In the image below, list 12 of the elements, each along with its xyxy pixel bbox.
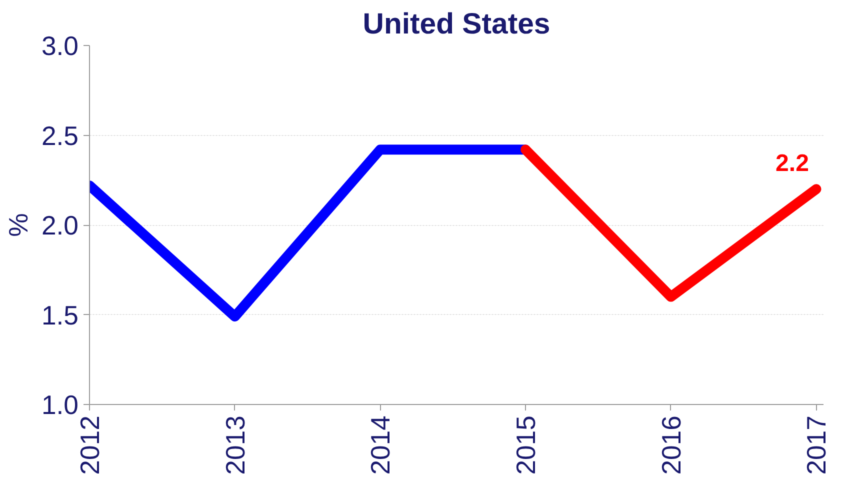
- x-tick-label: 2013: [220, 415, 250, 475]
- x-tick-label: 2014: [366, 415, 396, 475]
- y-tick-label: 3.0: [41, 31, 79, 61]
- x-tick-label: 2017: [802, 415, 832, 475]
- x-tick-label: 2015: [511, 415, 542, 475]
- y-tick-label: 2.5: [41, 120, 79, 151]
- x-tick-label: 2016: [656, 415, 686, 475]
- data-label: 2.2: [776, 150, 809, 178]
- chart-title: United States: [362, 8, 550, 40]
- y-axis-title: %: [3, 213, 34, 237]
- y-tick-label: 2.0: [41, 210, 79, 240]
- y-tick-label: 1.5: [41, 300, 79, 330]
